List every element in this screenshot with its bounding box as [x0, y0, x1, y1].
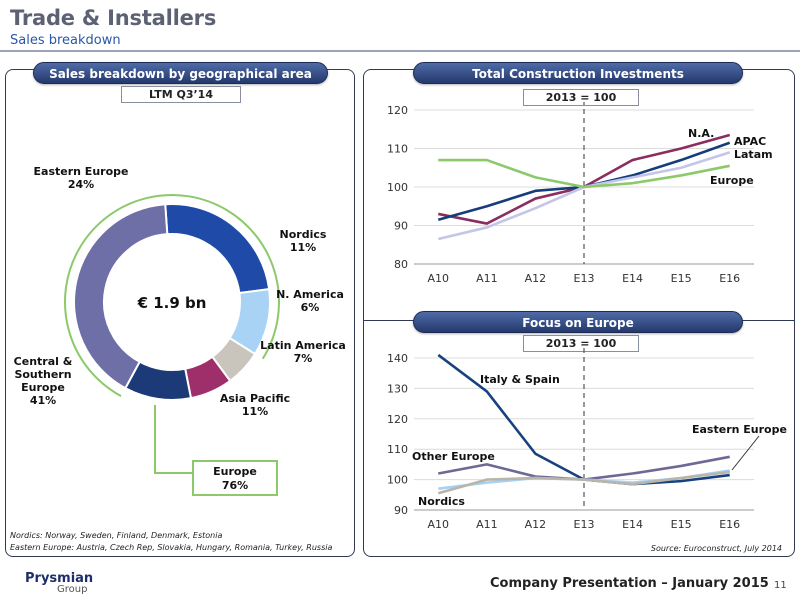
page-number: 11: [774, 580, 787, 591]
series-label-apac: APAC: [734, 135, 766, 148]
donut-label-eastern-europe: Eastern Europe 24%: [34, 165, 129, 191]
series-label-eastern-europe: Eastern Europe: [692, 423, 787, 436]
x-tick-label: E16: [719, 272, 740, 285]
logo-group: Group: [57, 584, 88, 595]
y-tick-label: 120: [387, 413, 408, 426]
x-tick-label: E14: [622, 272, 643, 285]
header-divider: [0, 50, 800, 52]
donut-center-label: € 1.9 bn: [137, 294, 207, 312]
series-label-other-europe: Other Europe: [412, 450, 495, 463]
y-tick-label: 100: [387, 474, 408, 487]
series-line-nordics: [437, 470, 730, 495]
x-tick-label: E15: [671, 272, 692, 285]
y-tick-label: 140: [387, 352, 408, 365]
donut-label-central-southern-europe: Central & Southern Europe 41%: [14, 355, 73, 407]
y-tick-label: 130: [387, 382, 408, 395]
x-tick-label: E14: [622, 518, 643, 531]
y-tick-label: 90: [394, 220, 408, 233]
footer-title: Company Presentation – January 2015: [490, 576, 769, 591]
base-tag-top: 2013 = 100: [523, 89, 639, 106]
europe-box-value: 76%: [221, 479, 249, 492]
y-tick-label: 80: [394, 258, 408, 271]
footnote-nordics: Nordics: Norway, Sweden, Finland, Denmar…: [10, 531, 223, 540]
donut-slice-central-southern-europe: [73, 203, 169, 390]
right-top-heading: Total Construction Investments: [413, 62, 743, 84]
series-label-europe: Europe: [710, 174, 754, 187]
period-tag: LTM Q3’14: [121, 86, 241, 103]
x-tick-label: A10: [428, 272, 450, 285]
donut-label-nordics: Nordics 11%: [280, 228, 327, 254]
construction-investment-chart: 80 90 100 110 120 A10 A11 A12 E13 E14 E15 E16 N.A. AP…: [387, 102, 773, 285]
logo-brand: Prysmian: [25, 571, 94, 586]
focus-europe-chart: 90 100 110 120 130 140 A10 A11 A12 E13 E14 E15 E16 It…: [387, 348, 787, 531]
europe-share-box: Europe 76%: [192, 460, 278, 496]
europe-bracket-arc: [64, 194, 280, 397]
x-tick-label: E13: [574, 272, 595, 285]
x-tick-label: A10: [428, 518, 450, 531]
donut-label-n-america: N. America 6%: [276, 288, 344, 314]
x-tick-label: A12: [525, 518, 547, 531]
page-subtitle: Sales breakdown: [10, 33, 121, 48]
footnote-eastern-europe: Eastern Europe: Austria, Czech Rep, Slov…: [10, 543, 333, 552]
series-label-leader: [731, 435, 760, 471]
footnote: Nordics: Norway, Sweden, Finland, Denmar…: [10, 530, 332, 554]
series-line-europe: [438, 158, 730, 189]
europe-connector-line: [154, 405, 193, 474]
x-tick-label: A11: [476, 518, 498, 531]
left-panel: [5, 69, 355, 557]
y-tick-label: 100: [387, 181, 408, 194]
donut-label-latin-america: Latin America 7%: [260, 339, 346, 365]
sales-donut-chart: Eastern Europe 24% Nordics 11% N. America 6% L…: [14, 165, 346, 474]
y-tick-label: 90: [394, 504, 408, 517]
page-title: Trade & Installers: [10, 6, 217, 30]
x-tick-label: A11: [476, 272, 498, 285]
donut-slice-eastern-europe: [164, 203, 271, 295]
x-tick-label: A12: [525, 272, 547, 285]
x-tick-label: E15: [671, 518, 692, 531]
series-label-nordics: Nordics: [418, 495, 465, 508]
right-bottom-heading: Focus on Europe: [413, 311, 743, 333]
europe-box-name: Europe: [213, 465, 257, 478]
series-label-latam: Latam: [734, 148, 773, 161]
series-label-italy-spain: Italy & Spain: [480, 373, 560, 386]
left-panel-heading: Sales breakdown by geographical area: [33, 62, 328, 84]
source-note: Source: Euroconstruct, July 2014: [650, 544, 782, 553]
y-tick-label: 110: [387, 143, 408, 156]
base-tag-bottom: 2013 = 100: [523, 335, 639, 352]
y-tick-label: 110: [387, 443, 408, 456]
x-tick-label: E16: [719, 518, 740, 531]
company-logo: Prysmian Group: [25, 572, 93, 595]
y-tick-label: 120: [387, 104, 408, 117]
x-tick-label: E13: [574, 518, 595, 531]
donut-label-asia-pacific: Asia Pacific 11%: [220, 392, 290, 418]
series-label-n-a-: N.A.: [688, 127, 714, 140]
